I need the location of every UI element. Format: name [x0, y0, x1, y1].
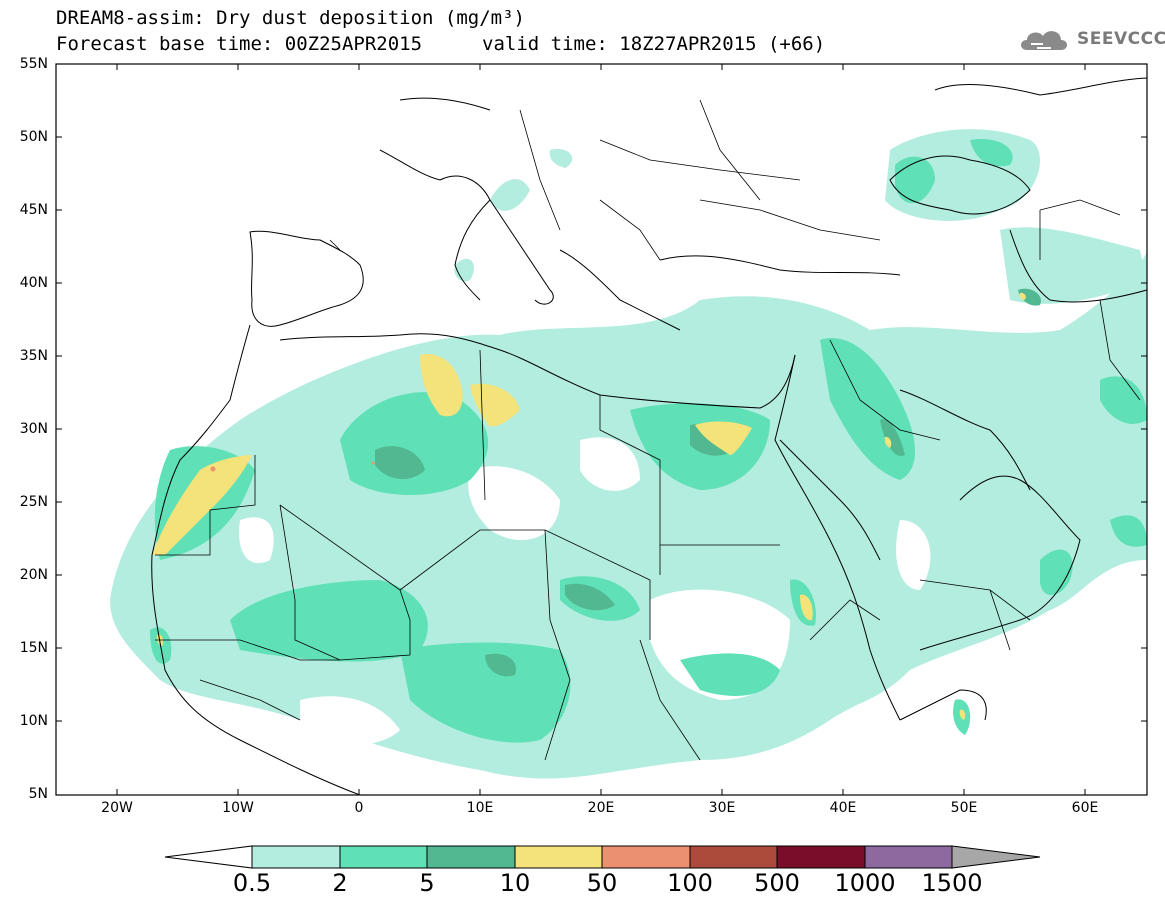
- cloud-icon: [1021, 31, 1067, 50]
- map-title: DREAM8-assim: Dry dust deposition (mg/m³…: [56, 7, 525, 29]
- lon-label-0: 0: [354, 800, 364, 816]
- logo-text: SEEVCCC: [1077, 29, 1165, 49]
- colorbar-label-100: 100: [667, 869, 713, 897]
- colorbar-label-0-5: 0.5: [232, 869, 272, 897]
- colorbar-high-arrow: [951, 845, 1041, 869]
- dust-field: [110, 77, 1147, 795]
- forecast-base-time: Forecast base time: 00Z25APR2015: [56, 33, 423, 55]
- colorbar-label-2: 2: [332, 869, 348, 897]
- valid-time: valid time: 18Z27APR2015 (+66): [482, 33, 826, 55]
- lat-label-35n: 35N: [19, 348, 48, 364]
- lat-label-55n: 55N: [19, 56, 48, 72]
- lon-label-60e: 60E: [1071, 800, 1099, 816]
- lon-label-10w: 10W: [222, 800, 254, 816]
- colorbar-label-500: 500: [754, 869, 800, 897]
- lat-label-10n: 10N: [19, 713, 48, 729]
- lon-label-50e: 50E: [950, 800, 978, 816]
- colorbar: [164, 845, 1041, 869]
- colorbar-label-5: 5: [419, 869, 435, 897]
- lon-label-40e: 40E: [829, 800, 857, 816]
- lon-label-30e: 30E: [708, 800, 736, 816]
- colorbar-bin-6: [689, 845, 778, 869]
- colorbar-bin-8: [864, 845, 953, 869]
- lat-label-50n: 50N: [19, 129, 48, 145]
- lat-label-45n: 45N: [19, 202, 48, 218]
- colorbar-label-1500: 1500: [921, 869, 983, 897]
- lon-label-20e: 20E: [587, 800, 615, 816]
- lon-ticks: [116, 64, 1086, 795]
- lat-label-25n: 25N: [19, 494, 48, 510]
- colorbar-bin-4: [514, 845, 603, 869]
- colorbar-bin-3: [426, 845, 516, 869]
- lon-label-10e: 10E: [466, 800, 494, 816]
- lat-label-5n: 5N: [28, 786, 48, 802]
- colorbar-low-arrow: [164, 845, 253, 869]
- colorbar-label-10: 10: [499, 869, 531, 897]
- colorbar-bin-7: [776, 845, 866, 869]
- lat-label-30n: 30N: [19, 421, 48, 437]
- lat-label-20n: 20N: [19, 567, 48, 583]
- lat-ticks: [56, 63, 1147, 722]
- lat-label-40n: 40N: [19, 275, 48, 291]
- contour-50-b: [371, 461, 375, 465]
- coastlines: [151, 77, 1147, 795]
- country-borders: [155, 99, 1141, 761]
- colorbar-bin-1: [251, 845, 341, 869]
- lon-label-20w: 20W: [101, 800, 133, 816]
- lat-label-15n: 15N: [19, 640, 48, 656]
- colorbar-bin-2: [339, 845, 428, 869]
- colorbar-label-50: 50: [586, 869, 618, 897]
- colorbar-bin-5: [601, 845, 691, 869]
- contour-50: [210, 466, 216, 472]
- colorbar-label-1000: 1000: [834, 869, 896, 897]
- seevccc-logo: SEEVCCC: [1017, 22, 1165, 58]
